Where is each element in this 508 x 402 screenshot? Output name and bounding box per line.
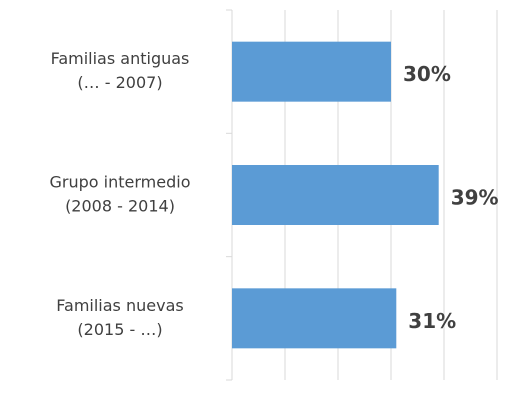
- data-label: 39%: [451, 186, 499, 210]
- category-label: (2008 - 2014): [65, 197, 175, 216]
- bar: [232, 165, 439, 225]
- bar: [232, 288, 397, 349]
- category-label: (2015 - …): [77, 320, 162, 339]
- category-label: Grupo intermedio: [50, 173, 191, 192]
- category-label: (… - 2007): [77, 73, 162, 92]
- data-label: 31%: [408, 309, 456, 333]
- bar: [232, 41, 391, 102]
- category-label: Familias antiguas: [51, 49, 190, 68]
- category-label: Familias nuevas: [56, 296, 183, 315]
- data-label: 30%: [403, 62, 451, 86]
